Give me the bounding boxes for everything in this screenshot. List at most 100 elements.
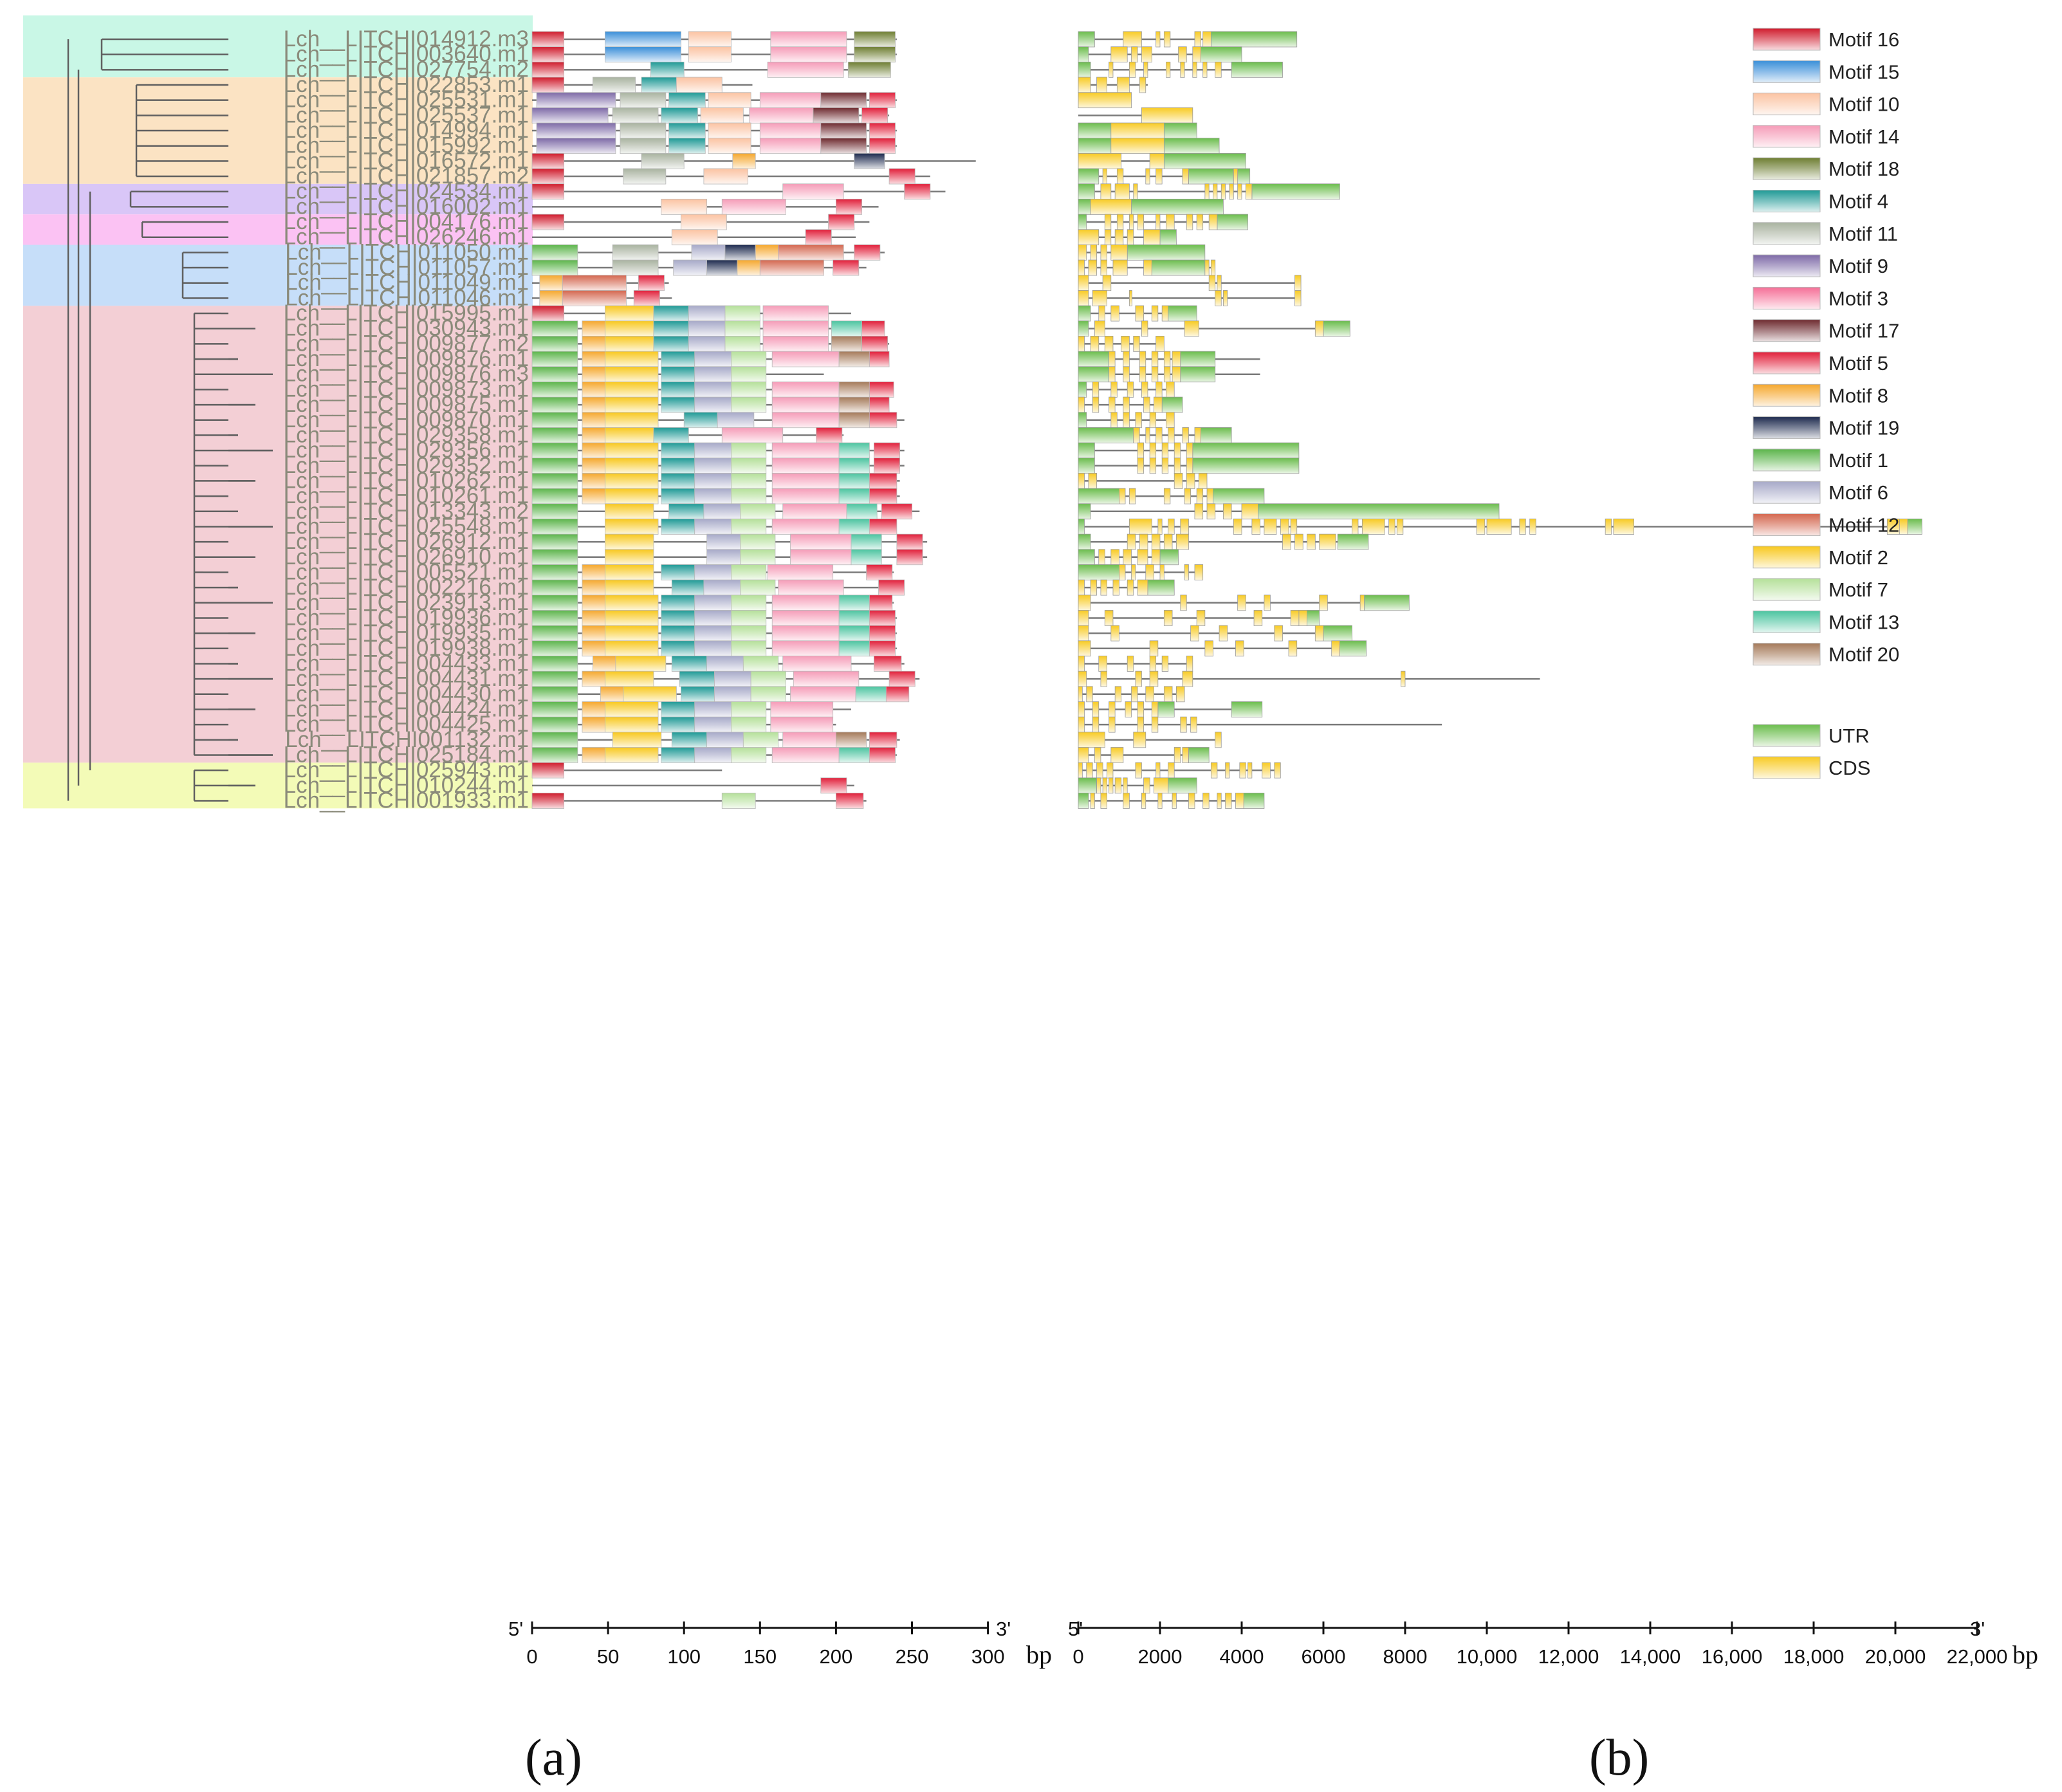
clade-region — [23, 306, 533, 763]
cds-box — [1094, 747, 1101, 763]
gene-structure-row — [1078, 290, 1302, 306]
clade-region — [23, 15, 533, 78]
cds-box — [1174, 457, 1181, 474]
cds-box — [1116, 214, 1124, 230]
cds-box — [1141, 107, 1193, 124]
motif-row — [532, 138, 897, 154]
cds-box — [1100, 793, 1107, 809]
cds-box — [1192, 61, 1197, 78]
cds-box — [1127, 382, 1134, 398]
cds-box — [1137, 549, 1148, 566]
motif-box-2 — [604, 473, 659, 489]
legend-label: Motif 9 — [1828, 255, 1888, 277]
motif-box-1 — [531, 564, 578, 580]
motif-box-8 — [582, 351, 605, 367]
cds-box — [1139, 533, 1148, 550]
cds-box — [1251, 519, 1260, 535]
motif-row — [531, 366, 824, 383]
gene-label: Lch__LITCHI004430.m1 — [284, 681, 529, 707]
legend-label: Motif 14 — [1828, 125, 1899, 148]
cds-box — [1219, 625, 1228, 642]
motif-row — [531, 762, 723, 779]
cds-box — [1110, 305, 1119, 322]
motif-row — [531, 640, 897, 657]
motif-box-13 — [838, 442, 870, 459]
motif-box-14 — [782, 183, 844, 200]
axis-a: 5' 3' bp 0 50 100 150 200 250 300 — [508, 1618, 1052, 1669]
cds-box — [1359, 595, 1365, 611]
gene-structure-row — [1078, 656, 1193, 672]
legend-item-motif-5: Motif 5 — [1753, 351, 1888, 374]
cds-box — [1078, 229, 1100, 246]
gene-label: Lch__LITCHI025943.m1 — [284, 757, 529, 782]
motif-row — [532, 777, 854, 794]
gene-label: Lch__LITCHI027754.m2 — [284, 57, 529, 82]
motif-row — [531, 473, 900, 489]
cds-box — [1166, 382, 1175, 398]
gene-label: Lch__LITCHI015995.m1 — [284, 300, 529, 326]
motif-box-1 — [531, 412, 578, 429]
utr-box — [1168, 305, 1197, 322]
utr-box — [1364, 595, 1410, 611]
motif-box-6 — [688, 336, 726, 352]
motif-box-16 — [531, 46, 565, 63]
cds-box — [1210, 762, 1218, 779]
motif-box-8 — [582, 579, 605, 596]
motif-box-2 — [604, 305, 654, 322]
motif-box-5 — [888, 168, 916, 185]
motif-box-14 — [749, 107, 814, 124]
motif-box-5 — [869, 488, 898, 504]
cds-box — [1155, 168, 1163, 185]
motif-box-8 — [582, 488, 605, 504]
cds-box — [1163, 533, 1173, 550]
motif-box-14 — [793, 670, 860, 687]
gene-structure-row — [1078, 503, 1500, 520]
cds-box — [1186, 214, 1193, 230]
motif-box-15 — [604, 46, 681, 63]
cds-box — [1280, 519, 1289, 535]
cds-box — [1264, 595, 1271, 611]
cds-box — [1314, 320, 1324, 337]
axis-a-tick-label: 100 — [667, 1645, 701, 1668]
cds-box — [1155, 31, 1161, 48]
motif-box-8 — [582, 366, 605, 383]
motif-box-5 — [869, 122, 896, 139]
motif-box-7 — [731, 396, 767, 413]
cds-box — [1262, 762, 1271, 779]
cds-box — [1176, 533, 1189, 550]
gene-structure-row — [1078, 716, 1442, 733]
motif-box-4 — [661, 442, 695, 459]
gene-label: Lch__LITCHI025184.m1 — [284, 742, 529, 767]
motif-row — [531, 625, 897, 642]
motif-box-6 — [688, 305, 726, 322]
motif-box-6 — [694, 488, 732, 504]
cds-box — [1143, 777, 1150, 794]
motif-box-5 — [874, 656, 902, 672]
utr-box — [1078, 366, 1110, 383]
motif-box-5 — [828, 214, 855, 230]
cds-box — [1128, 519, 1152, 535]
utr-box — [1180, 366, 1216, 383]
motif-box-2 — [604, 701, 659, 717]
motif-box-11 — [620, 92, 667, 109]
motif-box-4 — [661, 625, 695, 642]
motif-row — [531, 107, 890, 124]
motif-box-8 — [582, 640, 605, 657]
legend-swatch — [1753, 546, 1821, 569]
cds-box — [1137, 716, 1144, 733]
motif-box-4 — [668, 138, 706, 154]
motif-box-14 — [771, 625, 840, 642]
cds-box — [1157, 793, 1163, 809]
motif-box-16 — [531, 61, 565, 78]
motif-box-2 — [604, 366, 659, 383]
motif-box-14 — [721, 198, 786, 215]
utr-box — [1258, 503, 1500, 520]
motif-box-8 — [582, 473, 605, 489]
cds-box — [1114, 686, 1122, 703]
cds-box — [1235, 640, 1244, 657]
motif-box-11 — [612, 244, 659, 261]
motif-box-20 — [838, 412, 870, 429]
utr-box — [1078, 427, 1134, 443]
cds-box — [1253, 610, 1263, 626]
motif-box-14 — [771, 442, 840, 459]
